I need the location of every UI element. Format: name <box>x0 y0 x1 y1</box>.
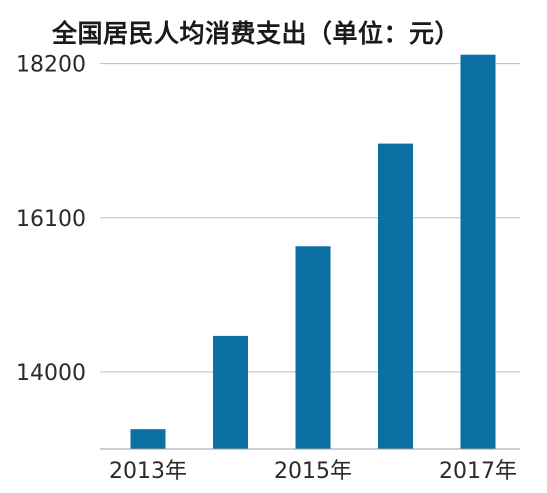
x-tick-label: 2017年 <box>439 459 517 484</box>
y-tick-label: 14000 <box>16 361 86 386</box>
x-tick-labels: 2013年 2015年 2017年 <box>109 459 517 484</box>
bar-2014年 <box>213 335 248 449</box>
bar-2017年 <box>460 54 496 449</box>
y-tick-label: 16100 <box>16 207 86 232</box>
y-tick-labels: 14000 16100 18200 <box>16 53 86 386</box>
bar-2015年 <box>295 246 331 449</box>
x-tick-label: 2013年 <box>109 459 187 484</box>
y-tick-label: 18200 <box>16 53 86 78</box>
bar-2013年 <box>130 429 166 449</box>
bar-2016年 <box>378 143 413 449</box>
bars <box>130 54 496 449</box>
x-tick-label: 2015年 <box>274 459 352 484</box>
chart-title: 全国居民人均消费支出（单位：元） <box>52 19 461 48</box>
